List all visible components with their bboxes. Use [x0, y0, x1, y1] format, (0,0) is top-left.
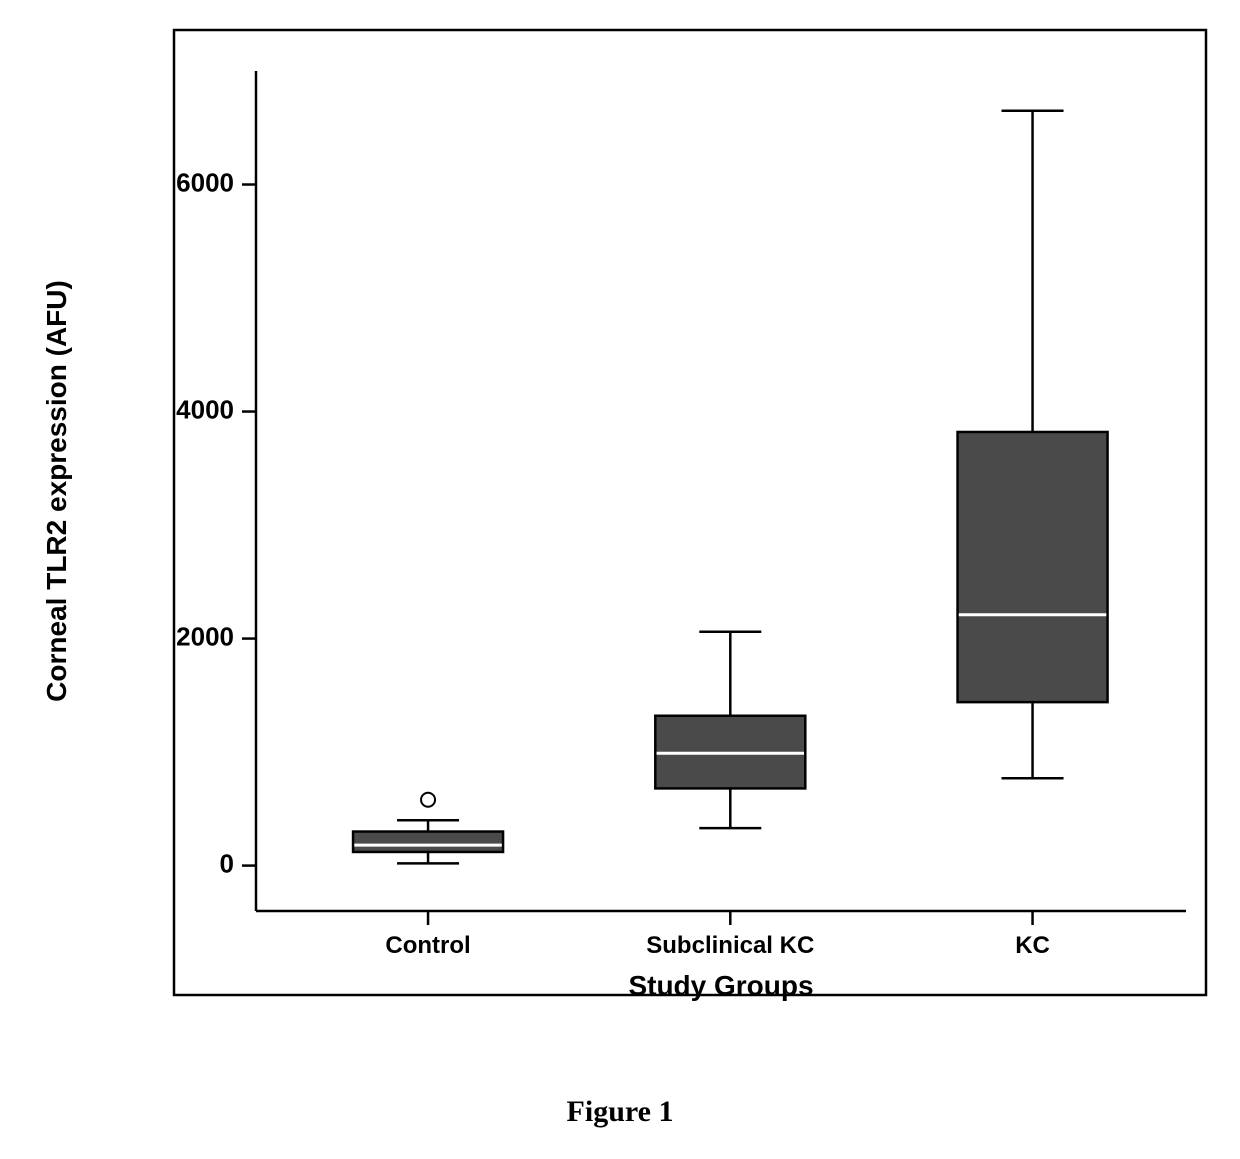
y-tick-label: 0 — [220, 848, 234, 878]
y-tick-label: 2000 — [176, 621, 234, 651]
x-tick-label: KC — [1015, 932, 1050, 959]
x-tick-label: Control — [385, 932, 470, 959]
y-axis-title: Corneal TLR2 expression (AFU) — [41, 280, 72, 702]
page: 0 2000 4000 6000 Corneal TLR2 expression (AF… — [0, 0, 1240, 1159]
figure-caption: Figure 1 — [0, 1095, 1240, 1129]
x-axis-title: Study Groups — [628, 970, 813, 1001]
box — [353, 832, 503, 852]
y-tick-label: 6000 — [176, 167, 234, 197]
box — [958, 432, 1108, 702]
y-tick-label: 4000 — [176, 394, 234, 424]
x-tick-label: Subclinical KC — [646, 932, 814, 959]
boxplot-chart: 0 2000 4000 6000 Corneal TLR2 expression (AF… — [0, 0, 1240, 1159]
